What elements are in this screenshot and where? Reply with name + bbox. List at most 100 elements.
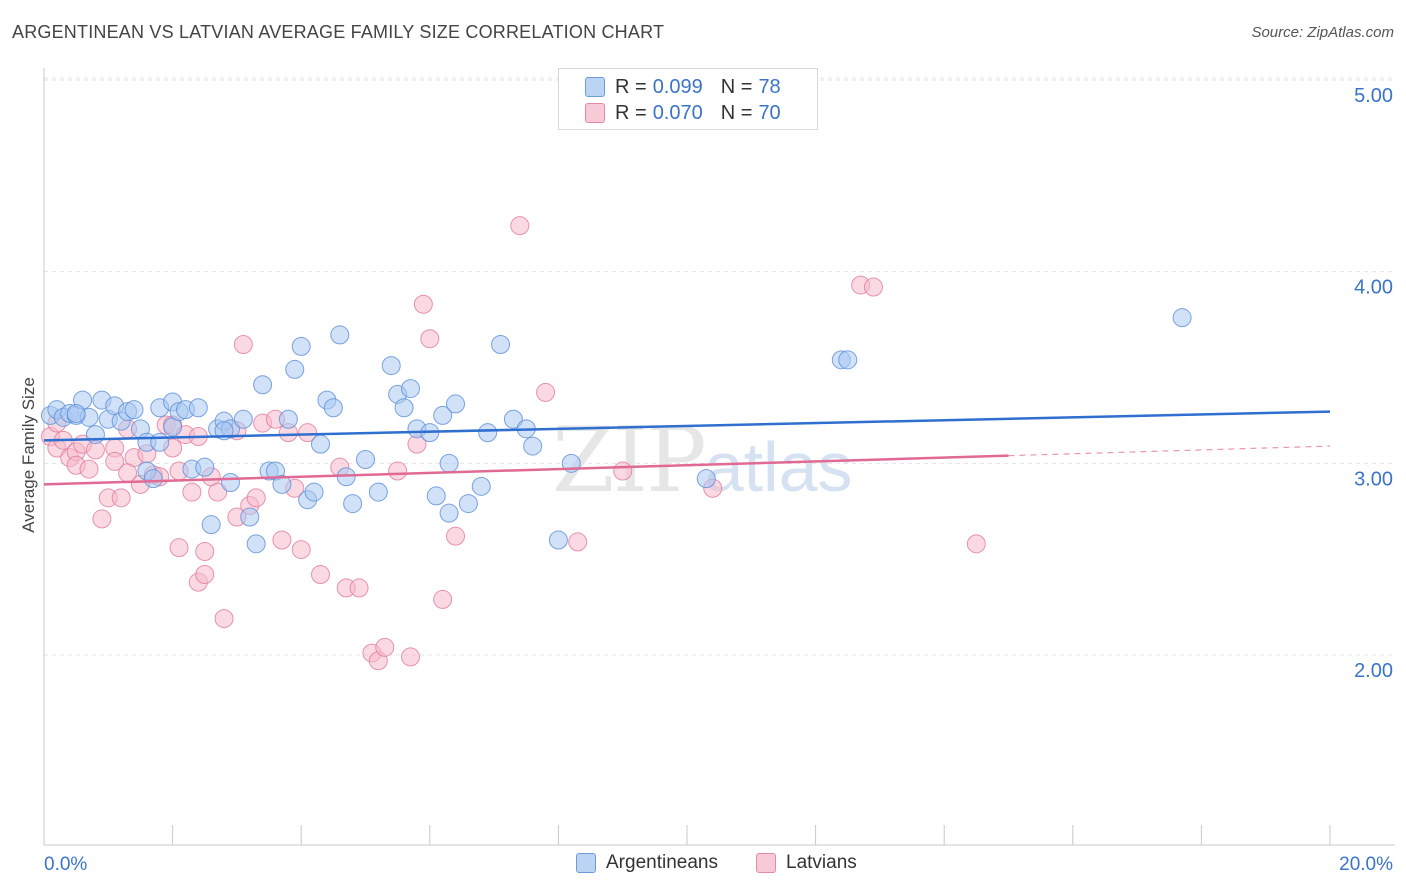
argentinean-point xyxy=(394,398,414,418)
argentinean-point xyxy=(696,469,716,489)
y-tick-label: 2.00 xyxy=(1354,660,1393,682)
latvian-point xyxy=(92,509,112,529)
argentinean-point xyxy=(272,474,292,494)
latvian-point xyxy=(105,451,125,471)
r-value: 0.070 xyxy=(652,101,703,124)
x-tick-label: 20.0% xyxy=(1339,854,1393,875)
latvian-point xyxy=(413,294,433,314)
argentinean-point xyxy=(1172,308,1192,328)
legend-item-argentineans[interactable]: Argentineans xyxy=(576,852,718,874)
latvian-trend-line xyxy=(43,454,1009,486)
latvian-point xyxy=(613,461,633,481)
latvian-point xyxy=(169,538,189,558)
stats-legend: R = 0.099 N = 78 R = 0.070 N = 70 xyxy=(558,68,818,130)
latvian-point xyxy=(863,277,883,297)
argentinean-point xyxy=(368,482,388,502)
argentinean-point xyxy=(356,450,375,469)
argentinean-point xyxy=(291,336,311,356)
n-label: N = xyxy=(720,75,753,98)
argentinean-point xyxy=(401,379,421,399)
argentinean-point xyxy=(201,515,221,535)
n-value: 70 xyxy=(758,101,781,124)
legend-item-latvians[interactable]: Latvians xyxy=(756,852,857,874)
latvians-swatch xyxy=(585,103,605,123)
argentinean-point xyxy=(246,534,266,554)
latvian-point xyxy=(568,532,588,552)
argentinean-point xyxy=(85,425,105,445)
argentinean-point xyxy=(310,434,330,454)
stats-legend-row-argentineans: R = 0.099 N = 78 xyxy=(585,75,781,99)
latvian-point xyxy=(195,542,215,561)
latvian-point xyxy=(79,459,99,479)
latvian-point xyxy=(966,534,986,554)
argentinean-point xyxy=(838,350,858,370)
argentinean-point xyxy=(503,409,523,429)
latvian-point xyxy=(233,335,253,354)
argentinean-point xyxy=(471,476,491,496)
argentineans-swatch xyxy=(576,853,596,873)
argentinean-point xyxy=(478,423,498,443)
latvian-point xyxy=(298,423,318,443)
latvian-point xyxy=(118,463,138,483)
argentinean-point xyxy=(446,394,466,414)
argentinean-point xyxy=(330,325,350,345)
watermark-atlas: atlas xyxy=(704,428,853,506)
latvian-point xyxy=(291,540,311,560)
argentinean-point xyxy=(143,469,163,489)
argentinean-point xyxy=(343,494,363,514)
latvian-point xyxy=(182,482,202,502)
series-legend: Argentineans Latvians xyxy=(0,852,1406,876)
latvian-point xyxy=(310,565,330,584)
argentinean-point xyxy=(439,453,459,473)
latvian-point xyxy=(420,329,440,349)
r-value: 0.099 xyxy=(652,75,703,98)
x-tick-label: 0.0% xyxy=(44,854,87,875)
latvian-point xyxy=(272,530,292,550)
argentinean-point xyxy=(124,400,144,420)
y-axis-label: Average Family Size xyxy=(19,377,38,533)
argentinean-point xyxy=(381,356,401,376)
n-value: 78 xyxy=(758,75,781,98)
latvians-swatch xyxy=(756,853,776,873)
argentinean-point xyxy=(195,457,215,477)
argentinean-point xyxy=(150,432,170,452)
legend-label-latvians: Latvians xyxy=(786,852,857,873)
argentinean-point xyxy=(240,507,260,527)
latvian-point xyxy=(401,647,421,667)
legend-label-argentineans: Argentineans xyxy=(606,852,718,873)
argentinean-point xyxy=(323,398,343,418)
argentinean-point xyxy=(253,375,273,395)
y-tick-label: 5.00 xyxy=(1354,85,1393,107)
latvian-point xyxy=(111,488,131,508)
y-tick-label: 4.00 xyxy=(1354,277,1393,299)
argentinean-point xyxy=(220,473,240,492)
latvian-point xyxy=(510,216,530,236)
r-label: R = xyxy=(615,75,647,98)
latvian-point xyxy=(433,589,453,609)
stats-legend-row-latvians: R = 0.070 N = 70 xyxy=(585,101,781,125)
latvian-point xyxy=(214,609,234,629)
argentinean-point xyxy=(278,409,298,429)
argentinean-point xyxy=(439,503,459,523)
latvian-point xyxy=(536,382,556,402)
argentinean-point xyxy=(433,405,453,425)
latvian-point xyxy=(246,488,266,508)
latvian-point xyxy=(195,565,215,584)
argentinean-point xyxy=(285,359,305,379)
argentinean-point xyxy=(523,436,543,456)
latvian-point xyxy=(446,526,466,546)
n-label: N = xyxy=(720,101,753,124)
argentinean-point xyxy=(458,494,478,514)
latvian-point xyxy=(375,637,395,657)
argentinean-point xyxy=(426,486,446,506)
latvian-trend-extension xyxy=(1008,445,1331,457)
latvian-point xyxy=(349,578,369,598)
source-label: Source: ZipAtlas.com xyxy=(1251,24,1394,41)
y-tick-label: 3.00 xyxy=(1354,468,1393,490)
argentinean-point xyxy=(548,530,568,550)
latvian-point xyxy=(388,461,408,481)
argentinean-point xyxy=(66,404,86,423)
argentinean-point xyxy=(233,409,253,429)
latvian-point xyxy=(208,482,228,502)
argentinean-trend-line xyxy=(43,410,1331,442)
